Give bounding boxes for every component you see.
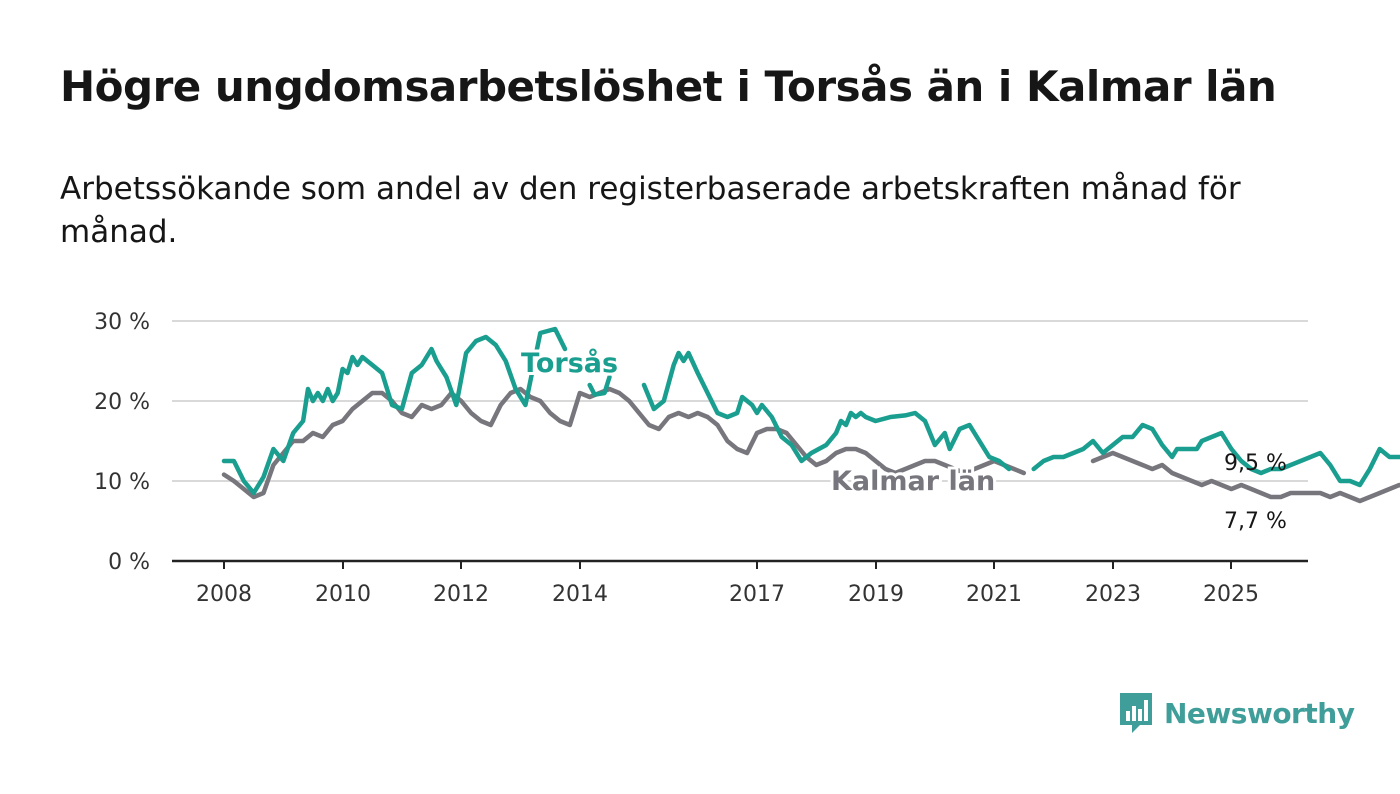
chart-subtitle: Arbetssökande som andel av den registerb… [60,171,1241,250]
series-labels: Torsås Kalmar län 9,5 % 7,7 % [518,344,1287,534]
series-line-kalmar-lan [221,386,1027,500]
end-value-torsas: 9,5 % [1224,451,1287,476]
series-line-torsas [1031,422,1400,488]
series-label-torsas: Torsås [521,347,618,379]
x-tick-label: 2017 [729,582,785,607]
series-line-kalmar-lan [1090,450,1400,504]
x-tick-label: 2014 [552,582,608,607]
x-tick-label: 2023 [1085,582,1141,607]
y-tick-label: 0 % [108,550,150,575]
x-tick-label: 2008 [196,582,252,607]
bar-chart-speech-bubble-icon [1120,693,1152,733]
series-line-torsas [641,350,1012,472]
chart-title: Högre ungdomsarbetslöshet i Torsås än i … [60,62,1277,111]
series-line-torsas [221,326,568,496]
line-chart: 0 % 10 % 20 % 30 % 2008 2010 2012 2014 2017 2019 2… [94,310,1400,607]
x-tick-label: 2010 [315,582,371,607]
series-label-kalmar-lan: Kalmar län [831,466,995,497]
x-tick-label: 2019 [848,582,904,607]
y-tick-label: 20 % [94,390,150,415]
x-tick-label: 2012 [433,582,489,607]
end-value-kalmar-lan: 7,7 % [1224,509,1287,534]
x-tick-label: 2021 [966,582,1022,607]
axes: 0 % 10 % 20 % 30 % 2008 2010 2012 2014 2017 2019 2… [94,310,1308,607]
newsworthy-logo: Newsworthy [1118,690,1355,736]
series-line-torsas [587,374,612,397]
y-tick-label: 30 % [94,310,150,335]
series-lines [221,326,1400,504]
y-tick-label: 10 % [94,470,150,495]
brand-name: Newsworthy [1164,696,1355,730]
x-tick-label: 2025 [1203,582,1259,607]
